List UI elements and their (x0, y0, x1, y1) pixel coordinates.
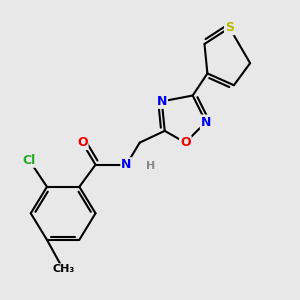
Text: CH₃: CH₃ (52, 264, 74, 274)
Text: N: N (201, 116, 211, 128)
Text: N: N (157, 95, 167, 108)
Text: S: S (225, 21, 234, 34)
Text: N: N (121, 158, 132, 171)
Text: Cl: Cl (23, 154, 36, 167)
Text: H: H (146, 161, 155, 171)
Text: O: O (180, 136, 190, 149)
Text: O: O (77, 136, 88, 149)
